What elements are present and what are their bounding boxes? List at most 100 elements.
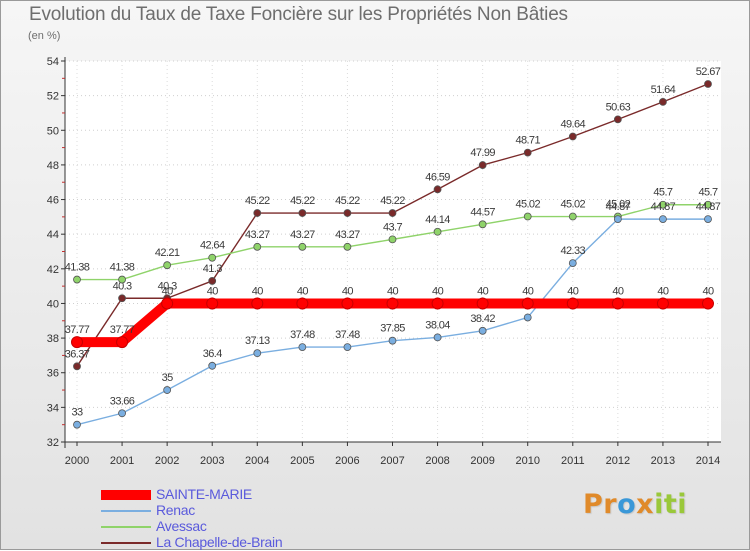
data-label: 33.66 <box>110 395 135 407</box>
plot-area <box>65 61 721 442</box>
y-tick-label: 44 <box>47 229 59 241</box>
data-label: 45.22 <box>380 195 405 207</box>
y-tick-label: 52 <box>47 91 59 103</box>
data-point <box>568 259 577 268</box>
data-point <box>568 212 577 221</box>
data-point <box>704 200 712 209</box>
data-point <box>208 277 217 285</box>
data-point <box>478 161 487 169</box>
data-point <box>433 185 442 194</box>
x-tick-label: 2009 <box>470 455 494 467</box>
data-point <box>431 297 444 310</box>
data-point <box>702 297 714 310</box>
data-point <box>253 349 262 358</box>
y-tick-label: 34 <box>47 402 59 414</box>
data-point <box>704 215 712 224</box>
data-point <box>73 420 81 429</box>
x-tick-label: 2006 <box>335 455 359 467</box>
data-label: 40 <box>387 285 399 297</box>
data-label: 45.7 <box>698 187 717 199</box>
data-point <box>341 297 354 310</box>
data-label: 45.02 <box>606 199 631 211</box>
x-tick-label: 2004 <box>245 455 269 467</box>
legend-swatch <box>101 542 151 544</box>
data-point <box>523 212 532 221</box>
logo-letters: o <box>617 489 637 520</box>
data-point <box>298 343 307 351</box>
data-label: 44.87 <box>651 201 676 213</box>
x-tick-label: 2000 <box>65 455 89 467</box>
x-tick-label: 2003 <box>200 455 224 467</box>
data-label: 37.85 <box>380 323 405 335</box>
x-tick-label: 2002 <box>155 455 179 467</box>
proxiti-logo: Proxiti <box>583 489 687 520</box>
data-point <box>343 343 352 351</box>
data-label: 49.64 <box>561 119 586 131</box>
x-tick-label: 2008 <box>425 455 449 467</box>
data-point <box>613 215 622 224</box>
data-point <box>161 297 174 310</box>
chart-title: Evolution du Taux de Taxe Foncière sur l… <box>29 4 568 25</box>
y-tick-label: 50 <box>47 125 59 137</box>
data-label: 37.48 <box>290 329 315 341</box>
data-point <box>298 209 307 217</box>
data-label: 50.63 <box>606 101 631 113</box>
x-tick-label: 2007 <box>380 455 404 467</box>
data-point <box>523 148 532 157</box>
data-label: 45.02 <box>515 199 540 211</box>
data-point <box>523 313 532 322</box>
data-point <box>118 409 126 418</box>
data-point <box>388 209 397 217</box>
data-label: 51.64 <box>651 84 676 96</box>
chart-unit: (en %) <box>28 30 61 42</box>
data-point <box>251 297 264 310</box>
data-point <box>476 297 489 310</box>
data-label: 40 <box>162 285 174 297</box>
data-label: 40 <box>702 285 714 297</box>
x-tick-label: 2011 <box>561 455 585 467</box>
x-tick-label: 2010 <box>515 455 539 467</box>
data-label: 41.38 <box>65 262 90 274</box>
data-point <box>388 336 397 345</box>
y-tick-label: 54 <box>47 56 59 68</box>
data-point <box>343 242 352 251</box>
data-label: 37.77 <box>110 324 135 336</box>
data-label: 42.64 <box>200 240 225 252</box>
data-label: 40 <box>522 285 534 297</box>
data-label: 38.04 <box>425 319 450 331</box>
data-point <box>343 209 352 217</box>
data-label: 47.99 <box>470 147 495 159</box>
data-label: 41.38 <box>110 262 135 274</box>
legend-label: Renac <box>156 502 195 518</box>
data-label: 40 <box>477 285 489 297</box>
data-label: 42.33 <box>561 245 586 257</box>
data-label: 40 <box>297 285 309 297</box>
data-point <box>656 297 669 310</box>
x-tick-label: 2012 <box>606 455 630 467</box>
x-tick-label: 2005 <box>290 455 314 467</box>
data-point <box>568 132 577 141</box>
y-tick-label: 32 <box>47 437 59 449</box>
data-label: 44.14 <box>425 214 450 226</box>
x-tick-label: 2001 <box>110 455 134 467</box>
data-point <box>298 242 307 251</box>
data-label: 43.7 <box>383 221 402 233</box>
data-point <box>118 294 126 303</box>
y-tick-label: 48 <box>47 160 59 172</box>
data-label: 35 <box>162 372 174 384</box>
data-label: 52.67 <box>696 66 721 78</box>
data-point <box>163 261 172 270</box>
y-tick-label: 46 <box>47 195 59 207</box>
data-label: 45.22 <box>290 195 315 207</box>
data-label: 40 <box>612 285 624 297</box>
data-point <box>611 297 624 310</box>
data-label: 37.77 <box>65 324 90 336</box>
data-point <box>433 333 442 342</box>
legend-swatch <box>101 510 151 512</box>
data-label: 40.3 <box>158 280 177 292</box>
data-point <box>659 200 667 209</box>
data-point <box>73 275 81 284</box>
data-label: 36.37 <box>65 348 90 360</box>
